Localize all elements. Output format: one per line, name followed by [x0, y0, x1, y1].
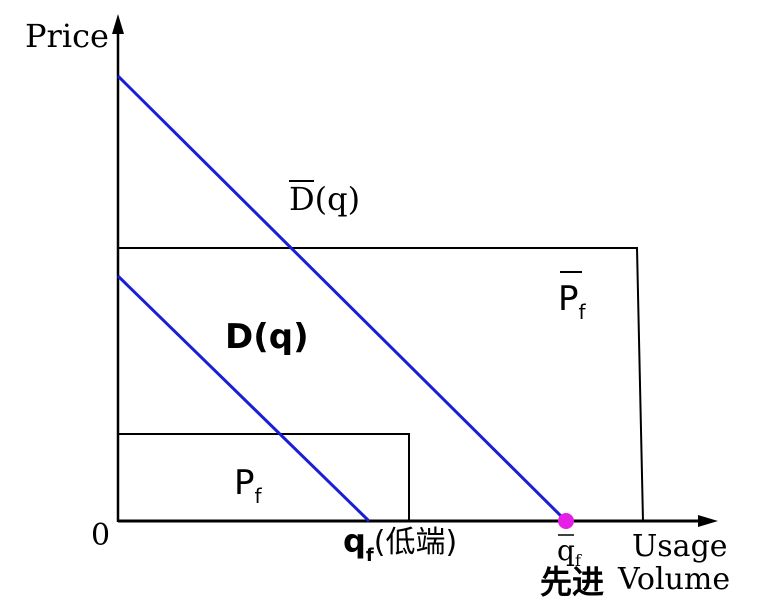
- demand-line-d: [116, 274, 371, 523]
- origin-label: 0: [91, 518, 110, 553]
- advanced-label: 先进: [540, 563, 604, 598]
- q-bar-marker: [558, 513, 574, 529]
- d-bar-label: D(q): [289, 180, 360, 218]
- y-axis-arrow: [112, 14, 124, 34]
- x-axis-label-usage: Usage: [632, 529, 728, 564]
- p-label: Pf: [234, 463, 263, 508]
- x-axis-arrow: [698, 515, 718, 527]
- p-bar-label: Pf: [558, 279, 587, 324]
- x-axis-label-volume: Volume: [617, 562, 730, 597]
- q-bar-label: qf: [557, 534, 582, 570]
- q-low-label: qf(低端): [343, 522, 457, 566]
- d-label: D(q): [225, 317, 309, 357]
- p-box: [118, 433, 410, 521]
- demand-line-d-bar: [116, 74, 568, 523]
- y-axis-label: Price: [25, 17, 109, 55]
